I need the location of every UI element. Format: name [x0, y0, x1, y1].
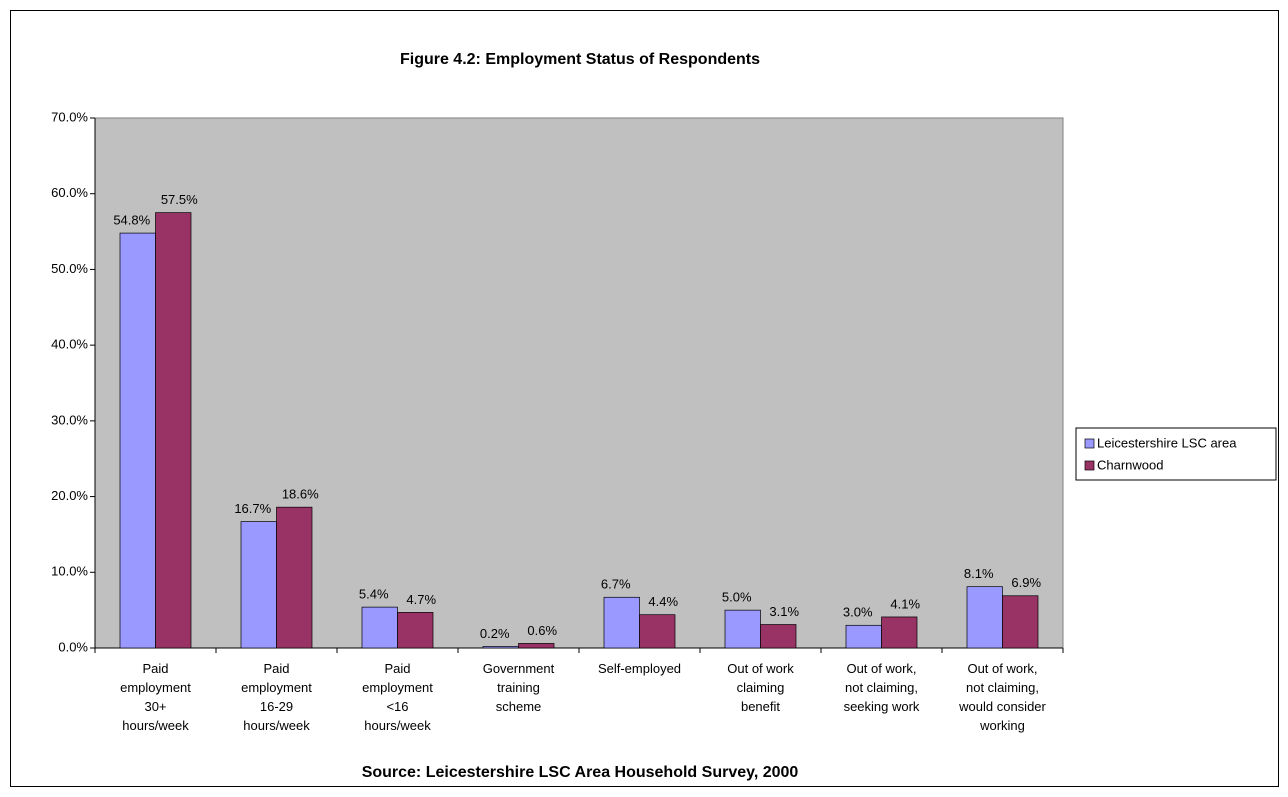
y-tick-label: 20.0%: [51, 488, 88, 503]
bar: [724, 609, 761, 649]
value-label: 6.9%: [1011, 575, 1041, 590]
legend-swatch: [1084, 438, 1095, 449]
bar: [119, 232, 156, 649]
value-label: 57.5%: [161, 192, 198, 207]
value-label: 4.7%: [406, 592, 436, 607]
value-label: 18.6%: [282, 487, 319, 502]
x-tick-label: Out of work, not claiming, would consider w…: [958, 661, 1046, 733]
plot-area: [94, 117, 1064, 649]
chart-title: Figure 4.2: Employment Status of Respond…: [400, 51, 760, 68]
y-tick-label: 70.0%: [51, 109, 88, 124]
bar: [361, 606, 398, 649]
legend-swatch: [1084, 460, 1095, 471]
bar: [155, 212, 192, 649]
value-label: 4.1%: [890, 596, 920, 611]
value-label: 4.4%: [648, 594, 678, 609]
value-label: 5.4%: [359, 587, 389, 602]
y-tick-label: 50.0%: [51, 261, 88, 276]
bar: [966, 586, 1003, 649]
bar: [1002, 595, 1039, 649]
value-label: 0.6%: [527, 623, 557, 638]
bar: [397, 612, 434, 649]
legend-label: Charnwood: [1097, 457, 1164, 472]
bar: [603, 596, 640, 649]
bar: [482, 646, 519, 649]
value-label: 54.8%: [113, 213, 150, 228]
x-tick-label: Government training scheme: [483, 661, 555, 714]
legend-box: [1075, 427, 1277, 481]
source-note: Source: Leicestershire LSC Area Househol…: [362, 764, 799, 781]
x-tick-label: Out of work, not claiming, seeking work: [844, 661, 920, 714]
value-label: 3.0%: [843, 605, 873, 620]
y-tick-label: 40.0%: [51, 337, 88, 352]
y-tick-label: 30.0%: [51, 412, 88, 427]
y-tick-label: 10.0%: [51, 564, 88, 579]
value-label: 16.7%: [234, 501, 271, 516]
bar: [639, 614, 676, 649]
bar: [881, 616, 918, 649]
value-label: 8.1%: [964, 566, 994, 581]
bar: [276, 506, 313, 649]
x-tick-label: Paid employment 30+ hours/week: [120, 661, 191, 733]
value-label: 0.2%: [480, 626, 510, 641]
x-tick-label: Paid employment 16-29 hours/week: [241, 661, 312, 733]
y-tick-label: 0.0%: [58, 639, 88, 654]
bar: [518, 643, 555, 649]
bar: [240, 521, 277, 649]
legend-label: Leicestershire LSC area: [1097, 435, 1237, 450]
value-label: 6.7%: [601, 577, 631, 592]
x-tick-label: Out of work claiming benefit: [727, 661, 794, 714]
x-tick-label: Paid employment <16 hours/week: [362, 661, 433, 733]
x-tick-label: Self-employed: [598, 661, 681, 676]
bar: [760, 624, 797, 649]
value-label: 5.0%: [722, 590, 752, 605]
bar: [845, 624, 882, 649]
value-label: 3.1%: [769, 604, 799, 619]
y-tick-label: 60.0%: [51, 185, 88, 200]
